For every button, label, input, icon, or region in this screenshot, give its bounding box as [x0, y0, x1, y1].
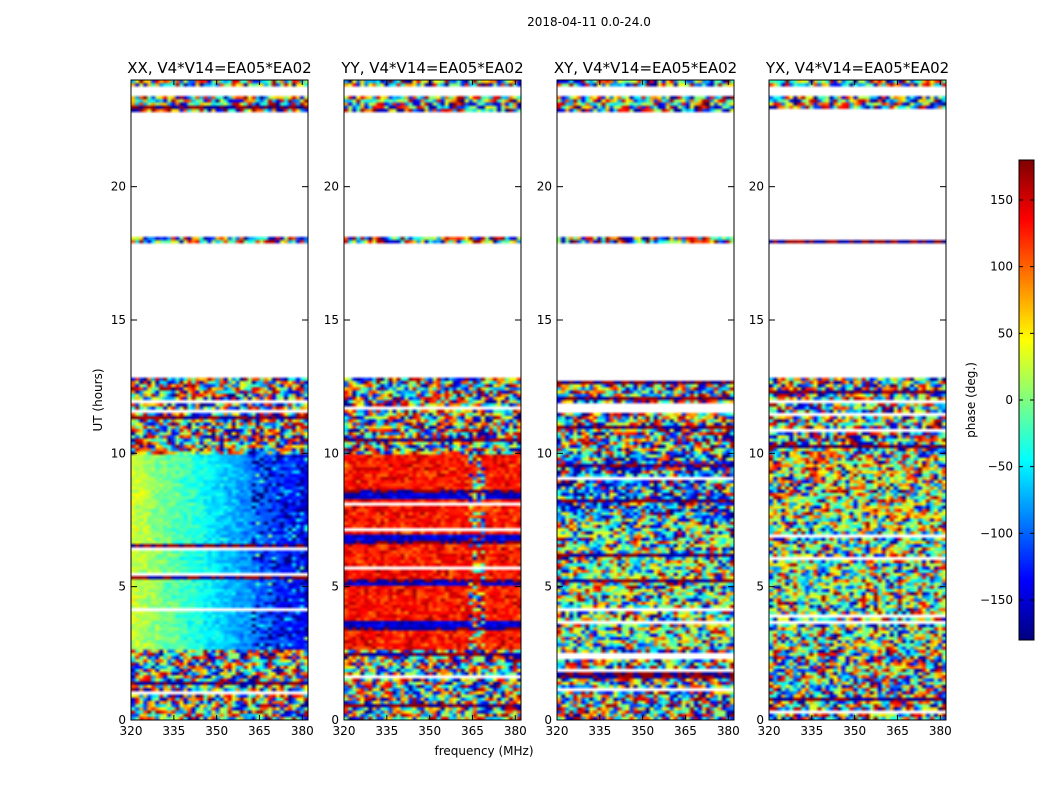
- x-tick-label: 350: [843, 724, 866, 738]
- panel-title: XY, V4*V14=EA05*EA02: [554, 59, 737, 77]
- x-tick-label: 335: [800, 724, 823, 738]
- y-tick-label: 0: [544, 713, 552, 727]
- y-tick-label: 20: [324, 180, 339, 194]
- x-tick-label: 335: [588, 724, 611, 738]
- heatmap-image: [557, 80, 734, 720]
- x-tick-label: 380: [291, 724, 314, 738]
- panel-frame: [768, 79, 947, 721]
- x-tick-label: 380: [504, 724, 527, 738]
- y-tick-label: 0: [118, 713, 126, 727]
- heatmap-image: [344, 80, 521, 720]
- panel-title: YY, V4*V14=EA05*EA02: [340, 59, 523, 77]
- figure-title: 2018-04-11 0.0-24.0: [527, 15, 651, 29]
- x-axis-title: frequency (MHz): [434, 744, 533, 758]
- x-tick-label: 365: [886, 724, 909, 738]
- panel-title: XX, V4*V14=EA05*EA02: [127, 59, 311, 77]
- panel: XX, V4*V14=EA05*EA02 320 335 350 365 380 0 5 10 1…: [111, 59, 314, 738]
- panel-frame: [343, 79, 522, 721]
- panel: YX, V4*V14=EA05*EA02 320 335 350 365 380 0 5 10 1…: [749, 59, 952, 738]
- heatmap-image: [769, 80, 946, 720]
- colorbar: 150 100 50 0 −50 −100 −150 phase (deg.): [964, 159, 1035, 641]
- y-tick-label: 20: [111, 180, 126, 194]
- y-tick-label: 10: [749, 446, 764, 460]
- y-tick-label: 5: [331, 580, 339, 594]
- x-tick-label: 320: [758, 724, 781, 738]
- x-tick-label: 380: [717, 724, 740, 738]
- y-tick-label: 15: [324, 313, 339, 327]
- colorbar-tick-label: 150: [990, 193, 1013, 207]
- x-tick-label: 380: [929, 724, 952, 738]
- panel-frame: [130, 79, 309, 721]
- x-tick-label: 320: [546, 724, 569, 738]
- x-tick-label: 365: [674, 724, 697, 738]
- x-tick-label: 350: [418, 724, 441, 738]
- y-tick-label: 20: [537, 180, 552, 194]
- y-axis-title: UT (hours): [91, 368, 105, 431]
- y-tick-label: 15: [111, 313, 126, 327]
- y-tick-label: 10: [111, 446, 126, 460]
- x-tick-label: 365: [248, 724, 271, 738]
- panel-title: YX, V4*V14=EA05*EA02: [765, 59, 949, 77]
- x-tick-label: 350: [631, 724, 654, 738]
- x-tick-label: 335: [162, 724, 185, 738]
- y-tick-label: 0: [331, 713, 339, 727]
- y-tick-label: 5: [756, 580, 764, 594]
- y-tick-label: 0: [756, 713, 764, 727]
- y-tick-label: 10: [537, 446, 552, 460]
- y-tick-label: 5: [544, 580, 552, 594]
- x-tick-label: 320: [120, 724, 143, 738]
- colorbar-label: phase (deg.): [964, 362, 978, 438]
- colorbar-tick-label: −150: [980, 593, 1013, 607]
- x-tick-label: 320: [333, 724, 356, 738]
- y-tick-label: 20: [749, 180, 764, 194]
- heatmap-image: [131, 80, 308, 720]
- panel: XY, V4*V14=EA05*EA02 320 335 350 365 380 0 5 10 1…: [537, 59, 740, 738]
- x-tick-label: 335: [375, 724, 398, 738]
- y-tick-label: 10: [324, 446, 339, 460]
- y-tick-label: 15: [749, 313, 764, 327]
- colorbar-tick-label: −50: [988, 460, 1013, 474]
- panel: YY, V4*V14=EA05*EA02 320 335 350 365 380 0 5 10 1…: [324, 59, 527, 738]
- y-tick-label: 15: [537, 313, 552, 327]
- panels: XX, V4*V14=EA05*EA02 320 335 350 365 380 0 5 10 1…: [111, 59, 952, 738]
- x-tick-label: 365: [461, 724, 484, 738]
- colorbar-tick-label: −100: [980, 526, 1013, 540]
- panel-frame: [556, 79, 735, 721]
- colorbar-tick-label: 0: [1005, 393, 1013, 407]
- x-tick-label: 350: [205, 724, 228, 738]
- colorbar-ticks: 150 100 50 0 −50 −100 −150: [980, 193, 1034, 607]
- y-tick-label: 5: [118, 580, 126, 594]
- colorbar-tick-label: 100: [990, 260, 1013, 274]
- colorbar-tick-label: 50: [998, 326, 1013, 340]
